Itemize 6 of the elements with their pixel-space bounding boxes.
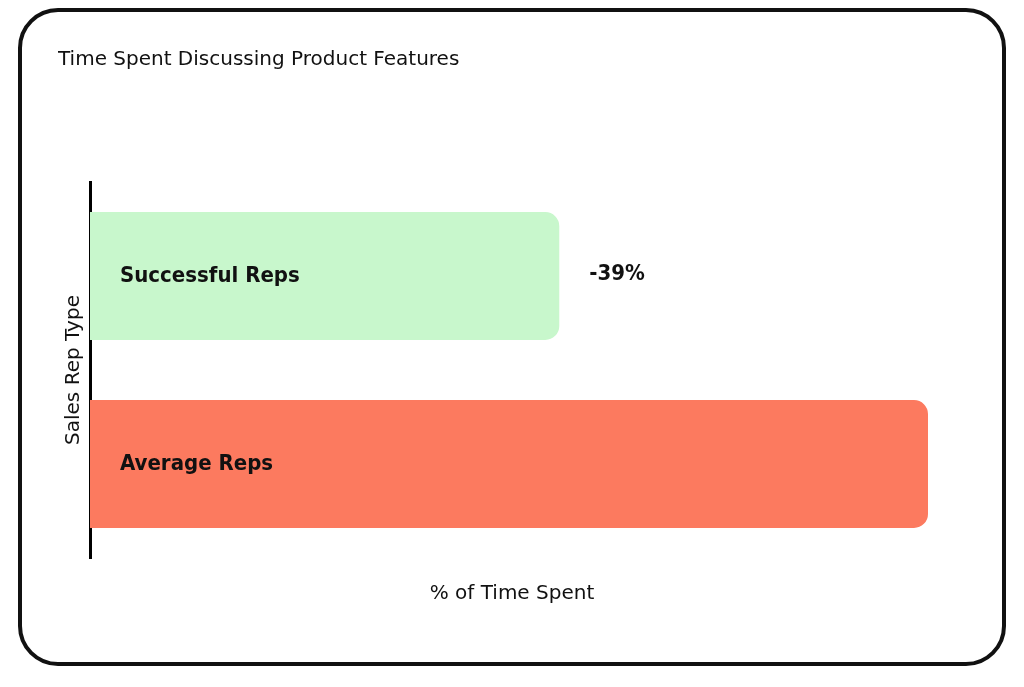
y-tick-label: Average Reps <box>120 449 274 475</box>
y-axis-title: Sales Rep Type <box>60 295 85 445</box>
annotation: -39% <box>589 259 646 285</box>
x-axis-title: % of Time Spent <box>428 580 596 604</box>
chart-title: Time Spent Discussing Product Features <box>57 46 460 71</box>
y-tick-label: Successful Reps <box>120 261 300 287</box>
